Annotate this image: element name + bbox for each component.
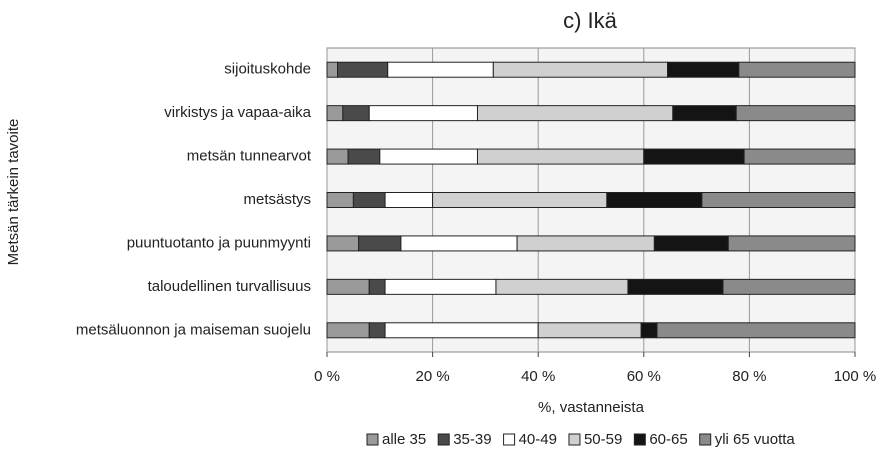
bar-segment [326, 235, 360, 252]
bar-segment [326, 61, 339, 78]
bar-segment [701, 192, 856, 208]
bar-segment [495, 278, 629, 295]
legend-label: 60-65 [649, 431, 687, 448]
bar-segment [656, 322, 856, 339]
legend-swatch [633, 433, 646, 446]
bar-segment [727, 235, 856, 252]
legend-label: 35-39 [453, 431, 491, 448]
y-axis-label: Metsän tärkein tavoite [5, 119, 22, 266]
bar-segment [342, 105, 370, 122]
x-tick-label: 100 % [834, 368, 877, 385]
bar-segment [368, 105, 478, 122]
bar-segment [738, 61, 856, 78]
legend-label: yli 65 vuotta [715, 431, 796, 448]
bar-segment [653, 235, 729, 252]
bar-segment [516, 235, 655, 252]
legend-label: 50-59 [584, 431, 622, 448]
bar-segment [326, 148, 349, 165]
x-tick-label: 40 % [521, 368, 555, 385]
legend-swatch [366, 433, 379, 446]
bar-segment [368, 322, 386, 339]
bar-segment [358, 235, 402, 252]
legend-swatch [699, 433, 712, 446]
bar-segment [743, 148, 856, 165]
bar-segment [667, 61, 740, 78]
bar-segment [337, 61, 389, 78]
bar-segment [735, 105, 856, 122]
bar-segment [640, 322, 658, 339]
bar-segment [326, 278, 370, 295]
bar-segment [537, 322, 642, 339]
y-tick-label: taloudellinen turvallisuus [148, 278, 311, 295]
bar-segment [606, 192, 703, 208]
bar-segment [722, 278, 856, 295]
bar-segment [400, 235, 518, 252]
bar-segment [643, 148, 745, 165]
x-tick-label: 20 % [415, 368, 449, 385]
y-tick-label: virkistys ja vapaa-aika [164, 104, 311, 121]
y-tick-label: metsästys [243, 191, 311, 208]
bar-segment [326, 192, 354, 208]
bar-segment [368, 278, 386, 295]
x-tick-label: 0 % [314, 368, 340, 385]
x-tick-label: 80 % [732, 368, 766, 385]
bar-segment [492, 61, 669, 78]
bar-segment [384, 322, 539, 339]
bar-segment [432, 192, 608, 208]
bar-segment [672, 105, 737, 122]
bar-segment [387, 61, 494, 78]
legend-label: alle 35 [382, 431, 426, 448]
y-tick-label: metsäluonnon ja maiseman suojelu [76, 321, 311, 338]
legend-label: 40-49 [519, 431, 557, 448]
bar-segment [379, 148, 478, 165]
legend-swatch [437, 433, 450, 446]
bar-segment [347, 148, 381, 165]
bar-segment [384, 278, 497, 295]
bar-segment [352, 192, 386, 208]
y-tick-label: sijoituskohde [224, 61, 311, 78]
bar-segment [384, 192, 434, 208]
bar-segment [476, 148, 645, 165]
bar-segment [476, 105, 674, 122]
y-tick-label: metsän tunnearvot [187, 148, 312, 165]
y-tick-label: puuntuotanto ja puunmyynti [127, 234, 311, 251]
bar-segment [326, 105, 344, 122]
legend-swatch [503, 433, 516, 446]
chart-title: c) Ikä [563, 8, 618, 33]
x-axis-label: %, vastanneista [538, 399, 645, 416]
bar-segment [627, 278, 724, 295]
legend-swatch [568, 433, 581, 446]
bar-segment [326, 322, 370, 339]
x-tick-label: 60 % [627, 368, 661, 385]
